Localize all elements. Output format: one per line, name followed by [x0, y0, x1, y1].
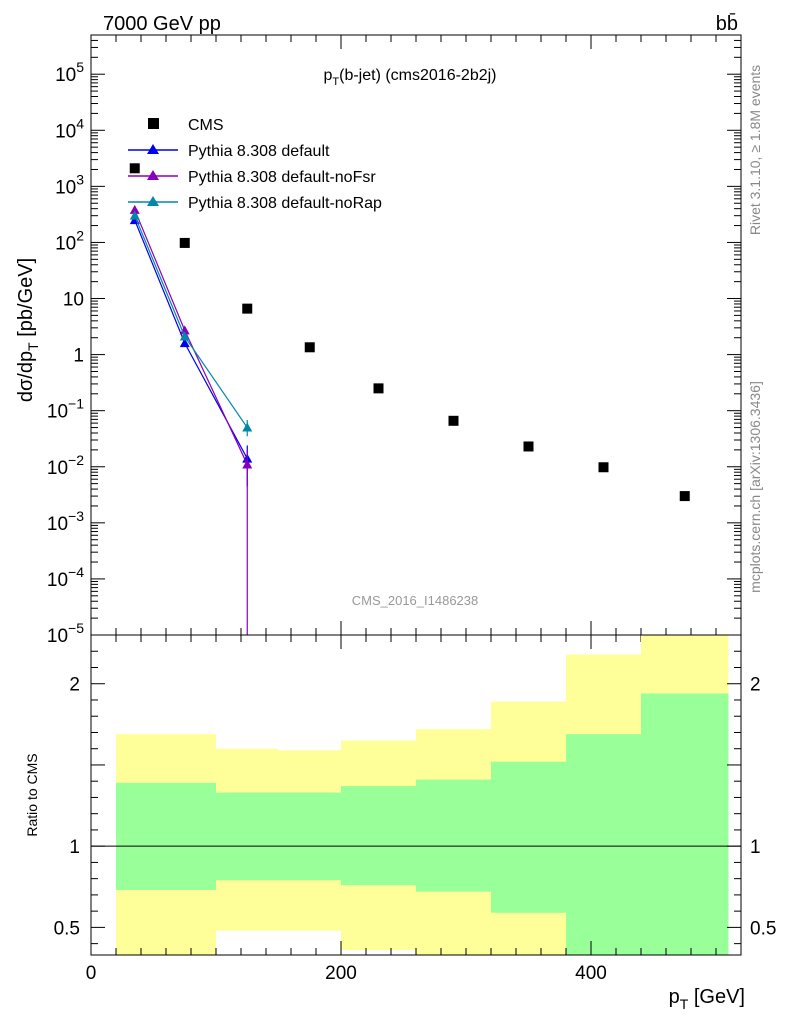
- y-axis-label: dσ/dpT [pb/GeV]: [15, 258, 41, 402]
- ratio-axes: 0 200 400 2 2 1 1 0.5 0.5: [54, 634, 776, 984]
- ratio-band-green: [566, 734, 641, 955]
- cms-point: [373, 383, 384, 394]
- energy-label: 7000 GeV pp: [103, 13, 221, 35]
- cms-point: [598, 462, 609, 473]
- process-label: bb̄: [716, 12, 738, 35]
- cms-point: [179, 237, 190, 248]
- series-line: [134, 215, 248, 428]
- legend-cms-label: CMS: [188, 117, 224, 134]
- ratio-tick-label-right: 1: [750, 837, 761, 858]
- series-point: [129, 204, 140, 214]
- y-tick-label: 10−1: [47, 396, 84, 423]
- ratio-bands: [91, 635, 741, 955]
- legend-label: Pythia 8.308 default-noRap: [188, 195, 382, 212]
- side-label-top: Rivet 3.1.10, ≥ 1.8M events: [747, 65, 763, 235]
- series-1: [129, 215, 253, 487]
- ratio-tick-label: 0.5: [54, 918, 80, 939]
- series-point: [242, 459, 253, 469]
- y-tick-label: 104: [55, 115, 84, 142]
- ratio-tick-label: 2: [69, 675, 80, 696]
- ratio-tick-label: 1: [69, 837, 80, 858]
- ratio-band-green: [491, 761, 566, 913]
- y-tick-label: 10: [63, 290, 84, 311]
- cms-point: [679, 491, 690, 502]
- ratio-band-green: [116, 782, 216, 891]
- series-point: [129, 210, 140, 220]
- series-2: [129, 204, 253, 635]
- ratio-band-green: [216, 792, 279, 881]
- ratio-tick-label-right: 0.5: [750, 918, 776, 939]
- legend-marker: [147, 170, 159, 180]
- ratio-tick-label-right: 2: [750, 675, 761, 696]
- main-marks: [129, 163, 690, 635]
- y-tick-label: 10−4: [47, 564, 84, 591]
- watermark: CMS_2016_I1486238: [352, 593, 479, 608]
- ratio-band-green: [278, 792, 341, 881]
- series-point: [179, 325, 190, 335]
- legend-label: Pythia 8.308 default: [188, 143, 330, 160]
- ratio-band-green: [341, 786, 416, 886]
- cms-point: [129, 163, 140, 174]
- ratio-band-green: [416, 779, 491, 892]
- legend-marker: [147, 144, 159, 154]
- x-tick-label: 0: [86, 963, 97, 984]
- series-point: [179, 338, 190, 348]
- cms-point: [448, 415, 459, 426]
- series-point: [179, 331, 190, 341]
- legend: CMS Pythia 8.308 default Pythia 8.308 defa…: [128, 117, 382, 212]
- plot-title: pT(b-jet) (cms2016-2b2j): [323, 67, 496, 88]
- x-tick-label: 200: [325, 963, 357, 984]
- y-tick-label: 102: [55, 227, 84, 254]
- y-tick-label: 103: [55, 171, 84, 198]
- ratio-axis-label: Ratio to CMS: [24, 753, 40, 836]
- legend-marker: [147, 196, 159, 206]
- ratio-band-green: [641, 693, 729, 955]
- cms-point: [242, 303, 253, 314]
- ratio-panel: 0 200 400 2 2 1 1 0.5 0.5: [54, 634, 776, 984]
- x-tick-label: 400: [575, 963, 607, 984]
- y-tick-label: 10−2: [47, 452, 84, 479]
- legend-cms-marker: [148, 118, 159, 129]
- legend-label: Pythia 8.308 default-noFsr: [188, 169, 376, 186]
- series-point: [242, 422, 253, 432]
- y-tick-label: 10−3: [47, 508, 84, 535]
- side-label-bottom: mcplots.cern.ch [arXiv:1306.3436]: [747, 381, 763, 593]
- y-tick-label: 10−5: [47, 620, 84, 647]
- y-tick-label: 105: [55, 59, 84, 86]
- y-tick-label: 1: [73, 346, 84, 367]
- x-axis-label: pT [GeV]: [669, 986, 745, 1012]
- cms-data: [129, 163, 690, 502]
- cms-point: [304, 342, 315, 353]
- cms-point: [523, 441, 534, 452]
- series-3: [129, 210, 253, 437]
